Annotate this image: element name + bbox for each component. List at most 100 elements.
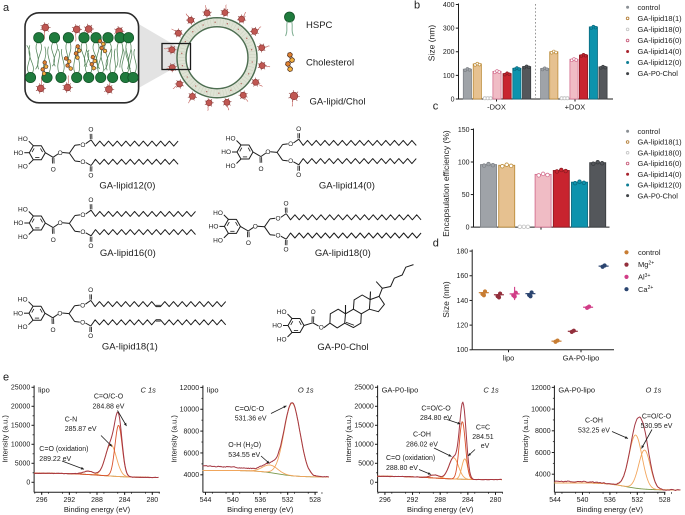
svg-text:e: e (3, 372, 9, 384)
svg-text:150: 150 (458, 127, 470, 134)
svg-text:O: O (88, 333, 93, 340)
svg-text:O: O (283, 200, 288, 207)
svg-text:control: control (638, 3, 661, 12)
svg-text:GA-P0-lipo: GA-P0-lipo (558, 386, 595, 395)
svg-text:O: O (50, 327, 55, 334)
svg-text:532.25 eV: 532.25 eV (578, 427, 610, 434)
svg-text:+DOX: +DOX (565, 103, 586, 112)
svg-text:8000: 8000 (184, 429, 200, 436)
svg-text:532: 532 (631, 497, 643, 504)
svg-text:C 1s: C 1s (483, 386, 499, 395)
svg-text:544: 544 (200, 497, 212, 504)
svg-text:O: O (80, 212, 85, 219)
svg-text:HO: HO (18, 207, 28, 214)
svg-text:284: 284 (119, 497, 131, 504)
svg-text:GA-lipid12(0): GA-lipid12(0) (99, 181, 155, 192)
svg-text:C=O/C-O: C=O/C-O (235, 406, 265, 413)
svg-text:532: 532 (282, 497, 294, 504)
svg-text:GA-lipid12(0): GA-lipid12(0) (638, 58, 683, 67)
svg-text:HO: HO (221, 149, 231, 156)
svg-text:12000: 12000 (531, 385, 551, 392)
svg-text:O: O (258, 166, 263, 173)
svg-text:GA-lipid16(0): GA-lipid16(0) (100, 248, 156, 259)
svg-text:540: 540 (577, 497, 589, 504)
svg-text:288: 288 (91, 497, 103, 504)
svg-text:control: control (638, 248, 661, 257)
svg-text:0: 0 (451, 96, 455, 103)
svg-text:GA-lipid/Chol: GA-lipid/Chol (310, 97, 366, 108)
svg-text:O: O (51, 167, 56, 174)
svg-text:HO: HO (18, 234, 28, 241)
svg-text:120: 120 (457, 323, 469, 330)
svg-text:25000: 25000 (354, 385, 374, 392)
svg-text:a: a (3, 2, 10, 14)
svg-text:HO: HO (18, 324, 28, 331)
svg-text:C 1s: C 1s (140, 386, 156, 395)
svg-text:284.51: 284.51 (472, 434, 494, 441)
svg-text:GA-lipid18(1): GA-lipid18(1) (638, 14, 683, 23)
svg-text:GA-lipid18(0): GA-lipid18(0) (638, 148, 683, 157)
svg-text:292: 292 (63, 497, 75, 504)
svg-text:O: O (246, 240, 251, 247)
svg-text:296: 296 (36, 497, 48, 504)
svg-text:15000: 15000 (354, 423, 374, 430)
svg-text:O: O (283, 246, 288, 253)
svg-text:288.80 eV: 288.80 eV (386, 465, 418, 472)
svg-text:10000: 10000 (354, 442, 374, 449)
svg-text:0: 0 (370, 480, 374, 487)
svg-text:HO: HO (226, 136, 236, 143)
svg-text:O: O (58, 220, 63, 227)
svg-text:400: 400 (443, 2, 455, 9)
svg-text:20000: 20000 (11, 404, 31, 411)
svg-text:20000: 20000 (354, 404, 374, 411)
svg-text:C=O (oxidation): C=O (oxidation) (386, 455, 435, 462)
svg-text:O: O (80, 229, 85, 236)
svg-text:GA-P0-lipo: GA-P0-lipo (382, 386, 419, 395)
svg-text:285.87 eV: 285.87 eV (65, 426, 97, 433)
svg-text:4000: 4000 (184, 472, 200, 479)
svg-text:540: 540 (227, 497, 239, 504)
svg-text:HO: HO (18, 164, 28, 171)
svg-text:GA-P0-Chol: GA-P0-Chol (638, 69, 679, 78)
svg-text:8000: 8000 (535, 428, 551, 435)
svg-text:Intensity (a.u.): Intensity (a.u.) (1, 415, 10, 463)
svg-text:C-OH: C-OH (413, 432, 431, 439)
svg-text:O 1s: O 1s (646, 386, 662, 395)
svg-text:Al3+: Al3+ (638, 273, 650, 282)
svg-text:6000: 6000 (535, 450, 551, 457)
svg-text:O: O (57, 310, 62, 317)
svg-text:O: O (88, 173, 93, 180)
svg-text:5000: 5000 (358, 461, 374, 468)
svg-text:Binding energy (eV): Binding energy (eV) (64, 505, 131, 514)
svg-text:O: O (88, 287, 93, 294)
svg-text:O-H (H2O): O-H (H2O) (228, 442, 261, 451)
svg-text:4000: 4000 (535, 472, 551, 479)
svg-text:Binding energy (eV): Binding energy (eV) (577, 505, 644, 514)
svg-text:50: 50 (462, 192, 470, 199)
svg-text:140: 140 (457, 298, 469, 305)
svg-text:lipo: lipo (207, 386, 219, 395)
svg-text:286.02 eV: 286.02 eV (406, 441, 438, 448)
svg-text:HSPC: HSPC (306, 20, 333, 31)
svg-text:Ca2+: Ca2+ (638, 285, 653, 294)
svg-text:GA-lipid18(1): GA-lipid18(1) (102, 342, 158, 353)
svg-text:GA-lipid14(0): GA-lipid14(0) (638, 47, 683, 56)
svg-text:HO: HO (213, 237, 223, 244)
svg-text:O: O (88, 127, 93, 134)
svg-text:300: 300 (443, 26, 455, 33)
svg-text:lipo: lipo (38, 386, 50, 395)
svg-text:288: 288 (434, 497, 446, 504)
svg-text:HO: HO (213, 210, 223, 217)
svg-text:284: 284 (462, 497, 474, 504)
svg-text:528: 528 (659, 497, 671, 504)
svg-text:10000: 10000 (11, 442, 31, 449)
svg-text:O: O (296, 126, 301, 133)
svg-text:C=O/C-O: C=O/C-O (642, 413, 672, 420)
svg-text:O: O (253, 224, 258, 231)
svg-text:0: 0 (26, 480, 30, 487)
svg-text:C-N: C-N (65, 417, 77, 424)
svg-text:Encapsulation efficiency (%): Encapsulation efficiency (%) (441, 130, 451, 237)
svg-text:O: O (80, 142, 85, 149)
svg-text:284.80 eV: 284.80 eV (420, 415, 452, 422)
svg-text:Size (nm): Size (nm) (427, 25, 437, 62)
